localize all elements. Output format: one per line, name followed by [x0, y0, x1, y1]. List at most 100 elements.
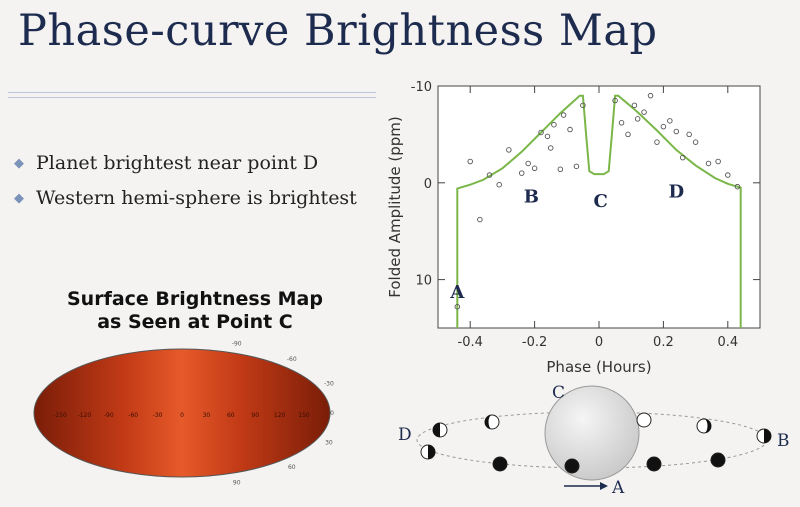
- map-longitude-label: 0: [180, 412, 184, 419]
- longitude-labels: -150 -120 -90 -60 -30 0 30 60 90 120 150: [53, 412, 310, 419]
- map-longitude-label: 90: [251, 412, 259, 419]
- bullet-item: ◆ Western hemi-sphere is brightest: [12, 185, 372, 212]
- map-longitude-label: 60: [227, 412, 235, 419]
- data-point: [467, 158, 473, 165]
- planet-phase-icon: [564, 458, 580, 474]
- data-point: [557, 166, 564, 172]
- y-tick-label: -10: [411, 80, 432, 95]
- data-point: [518, 170, 525, 176]
- data-point: [551, 121, 557, 128]
- map-latitude-label: 0: [330, 410, 334, 417]
- map-longitude-label: 150: [298, 412, 310, 419]
- map-longitude-label: 30: [203, 412, 211, 419]
- phase-curve-chart: -0.4 -0.2 0 0.2 0.4 -10 0 10 A B C D Phase (Hours…: [386, 80, 761, 376]
- planet-phase-icon: [636, 412, 652, 428]
- map-title-line-2: as Seen at Point C: [97, 311, 293, 333]
- bullet-text: Planet brightest near point D: [36, 152, 319, 174]
- plot-area: [437, 85, 761, 329]
- diamond-bullet-icon: ◆: [14, 156, 24, 171]
- data-point: [612, 97, 618, 104]
- data-point: [538, 129, 544, 136]
- planet-phases: [420, 412, 772, 474]
- map-latitude-label: 60: [288, 464, 296, 471]
- planet-phase-icon: [492, 456, 508, 472]
- point-annotations: A B C D: [449, 182, 684, 304]
- data-point: [544, 133, 551, 140]
- data-point: [567, 126, 573, 133]
- orbit-label-a: A: [611, 478, 625, 498]
- data-point: [496, 181, 502, 188]
- map-title-line-1: Surface Brightness Map: [67, 288, 323, 310]
- phase-annotation: C: [593, 191, 607, 212]
- host-star: [544, 385, 640, 481]
- orbit-diagram: D B C A: [398, 383, 790, 498]
- data-point: [477, 216, 483, 223]
- planet-phase-icon: [696, 418, 712, 434]
- map-longitude-label: -120: [78, 412, 92, 419]
- y-tick-label: 10: [415, 274, 432, 289]
- planet-phase-icon: [432, 422, 448, 438]
- data-point: [705, 160, 712, 167]
- phase-annotation: D: [668, 182, 684, 203]
- phase-annotation: B: [524, 186, 539, 207]
- map-longitude-label: -90: [104, 412, 114, 419]
- planet-phase-icon: [484, 414, 500, 430]
- arrow-head-icon: [600, 482, 608, 490]
- planet-phase-icon: [420, 444, 436, 460]
- y-tick-label: 0: [424, 177, 432, 192]
- planet-phase-icon: [710, 452, 726, 468]
- model-curve: [456, 94, 742, 328]
- orbit-label-c: C: [552, 383, 565, 403]
- data-points: [454, 92, 741, 310]
- map-latitude-label: -90: [232, 340, 242, 347]
- data-point: [686, 131, 692, 138]
- data-point: [580, 102, 586, 109]
- data-point: [525, 160, 531, 167]
- x-tick-label: 0.4: [717, 335, 738, 350]
- map-title: Surface Brightness Map as Seen at Point …: [30, 288, 360, 334]
- map-longitude-label: -30: [153, 412, 163, 419]
- latitude-labels: -90 -60 -30 0 30 60 90: [232, 340, 334, 486]
- data-point: [631, 102, 638, 109]
- x-ticks: -0.4 -0.2 0 0.2 0.4: [458, 86, 738, 350]
- x-tick-label: 0: [595, 335, 603, 350]
- data-point: [654, 139, 660, 145]
- planet-phase-icon: [756, 428, 772, 444]
- data-point: [667, 118, 673, 124]
- data-point: [725, 172, 731, 178]
- data-point: [625, 131, 631, 138]
- bullet-list: ◆ Planet brightest near point D ◆ Wester…: [12, 150, 372, 220]
- bullet-text: Western hemi-sphere is brightest: [36, 187, 357, 209]
- data-point: [573, 163, 580, 170]
- map-latitude-label: 30: [325, 439, 333, 446]
- data-point: [506, 147, 512, 153]
- x-tick-label: -0.2: [522, 335, 547, 350]
- map-longitude-label: -60: [128, 412, 138, 419]
- title-divider-bottom: [8, 97, 376, 98]
- data-point: [692, 139, 699, 145]
- map-latitude-label: -30: [324, 381, 334, 388]
- orbit-label-d: D: [398, 425, 412, 445]
- data-point: [560, 112, 567, 118]
- y-axis-label: Folded Amplitude (ppm): [386, 116, 404, 297]
- data-point: [647, 92, 654, 99]
- planet-phase-icon: [646, 456, 662, 472]
- data-point: [486, 172, 493, 178]
- map-latitude-label: -60: [287, 356, 297, 363]
- data-point: [618, 120, 625, 126]
- data-point: [531, 165, 538, 172]
- data-point: [660, 123, 667, 130]
- data-point: [547, 145, 554, 151]
- slide-title: Phase-curve Brightness Map: [18, 6, 658, 56]
- title-divider-top: [8, 92, 376, 93]
- orbit-label-b: B: [777, 431, 790, 451]
- data-point: [679, 154, 686, 161]
- surface-brightness-map: -150 -120 -90 -60 -30 0 30 60 90 120 150 -90 -60 -30…: [33, 340, 334, 487]
- data-point: [673, 128, 680, 135]
- x-axis-label: Phase (Hours): [546, 358, 651, 376]
- map-longitude-label: 120: [274, 412, 286, 419]
- map-latitude-label: 90: [233, 480, 241, 487]
- data-point: [734, 183, 741, 190]
- diamond-bullet-icon: ◆: [14, 191, 24, 206]
- y-ticks: -10 0 10: [411, 80, 760, 289]
